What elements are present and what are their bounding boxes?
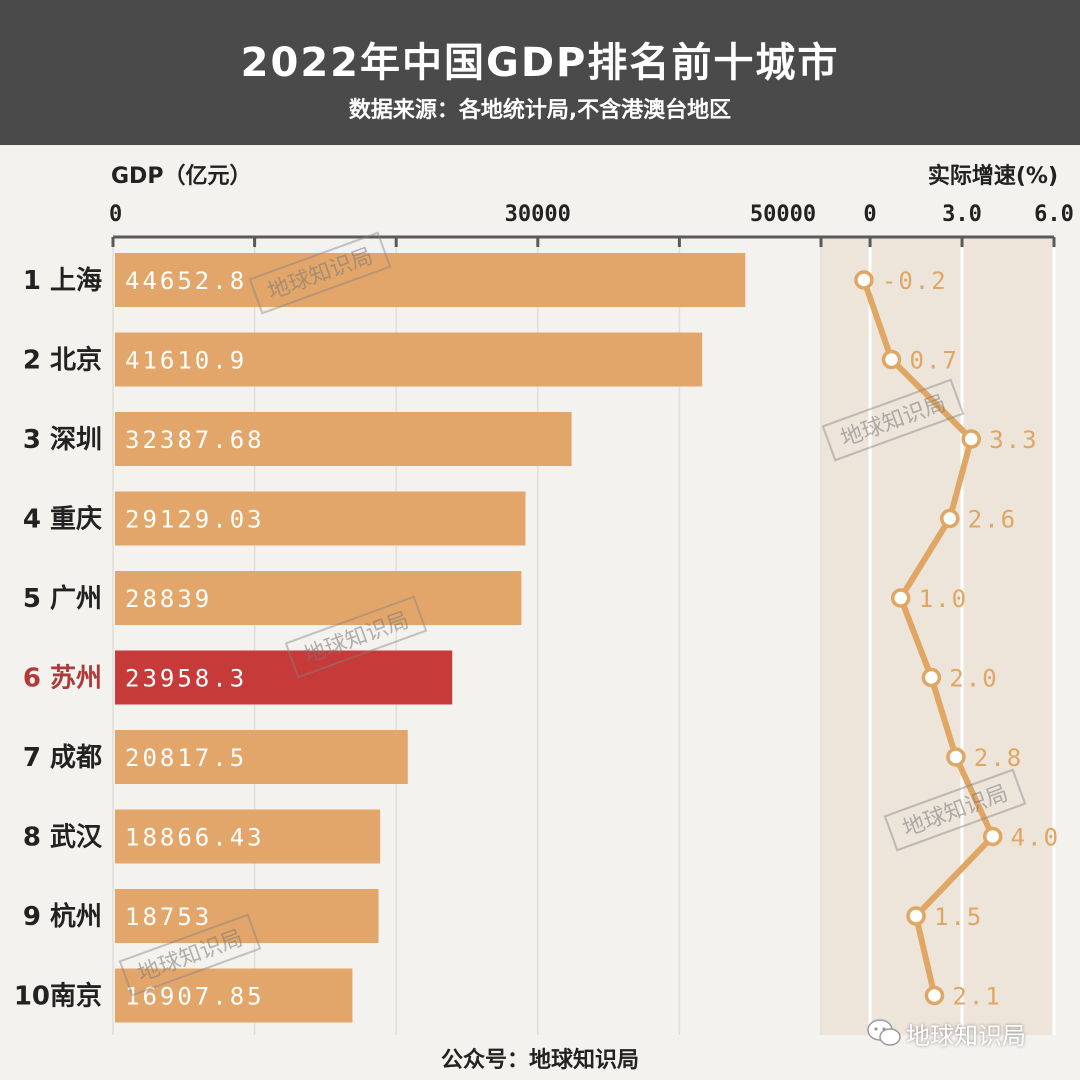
city-label: 7 成都: [23, 743, 102, 773]
growth-point: [906, 906, 926, 926]
gdp-value-label: 32387.68: [125, 426, 265, 454]
growth-panel: [821, 237, 1054, 1035]
growth-point: [854, 270, 874, 290]
growth-value-label: 2.6: [968, 506, 1017, 534]
gdp-value-label: 23958.3: [125, 665, 247, 693]
growth-value-label: 2.1: [952, 983, 1001, 1011]
city-label: 4 重庆: [23, 504, 102, 535]
wechat-icon: [867, 1019, 901, 1046]
gdp-value-label: 20817.5: [125, 744, 247, 772]
gdp-bar: [115, 571, 522, 625]
gdp-bar: [115, 253, 746, 307]
city-label: 1 上海: [23, 266, 102, 296]
gdp-bar: [115, 650, 453, 705]
growth-tick-label: 3.0: [942, 202, 982, 227]
watermark-frame: [883, 768, 1027, 852]
chart-subtitle: 数据来源：各地统计局,不含港澳台地区: [348, 98, 732, 123]
growth-value-label: 1.0: [919, 585, 968, 613]
growth-value-label: 2.0: [949, 665, 998, 693]
growth-value-label: 4.0: [1011, 824, 1060, 852]
watermark-frame: [118, 913, 262, 997]
gdp-value-label: 18866.43: [125, 824, 265, 852]
growth-point: [921, 667, 942, 688]
bar-tick-label: 50000: [750, 202, 816, 227]
gdp-value-label: 28839: [125, 585, 212, 613]
gdp-bar: [115, 412, 572, 466]
city-label: 5 广州: [23, 584, 102, 614]
city-label: 10南京: [14, 981, 102, 1012]
growth-point: [982, 826, 1003, 847]
gdp-bar: [115, 332, 703, 387]
header-banner: 2022年中国GDP排名前十城市 数据来源：各地统计局,不含港澳台地区: [0, 0, 1080, 145]
growth-tick-label: 6.0: [1034, 202, 1074, 227]
watermark-frame: [821, 378, 965, 462]
growth-point: [881, 349, 902, 370]
city-label: 6 苏州: [23, 664, 102, 694]
city-label: 9 杭州: [23, 901, 102, 932]
gdp-value-label: 29129.03: [125, 506, 265, 534]
growth-point: [890, 588, 911, 608]
city-label: 3 深圳: [23, 425, 102, 455]
growth-point: [946, 747, 966, 767]
gdp-bar: [115, 491, 526, 546]
gdp-value-label: 16907.85: [125, 983, 265, 1011]
footer-source: 公众号：地球知识局: [440, 1048, 639, 1073]
growth-value-label: 2.8: [974, 744, 1023, 772]
footer-brand: 地球知识局: [860, 1016, 1070, 1051]
city-label: 8 武汉: [23, 823, 103, 853]
growth-value-label: 1.5: [934, 903, 983, 931]
chart-title: 2022年中国GDP排名前十城市: [240, 40, 840, 86]
growth-tick-label: 0: [863, 202, 876, 227]
gdp-value-label: 18753: [125, 903, 212, 931]
gdp-bar: [115, 730, 408, 784]
gdp-bar: [115, 809, 381, 864]
growth-point: [924, 985, 945, 1006]
bar-axis-label: GDP（亿元）: [111, 164, 251, 189]
growth-value-label: 0.7: [910, 347, 959, 375]
gdp-value-label: 41610.9: [125, 347, 247, 375]
growth-value-label: -0.2: [882, 267, 948, 295]
footer-brand-text: 地球知识局: [906, 1022, 1026, 1050]
growth-axis-label: 实际增速(%): [928, 163, 1058, 189]
growth-point: [940, 508, 960, 529]
growth-value-label: 3.3: [989, 426, 1038, 454]
gdp-bar: [115, 968, 353, 1023]
city-label: 2 北京: [23, 345, 102, 376]
gdp-bar: [115, 889, 379, 943]
growth-point: [961, 429, 981, 449]
gdp-chart: GDP（亿元） 实际增速(%) 0 30000 50000 0 3.0 6.0 44652.8 1…: [14, 163, 1074, 1035]
bar-tick-label: 0: [109, 202, 122, 227]
growth-line: [861, 279, 996, 997]
gdp-value-label: 44652.8: [125, 267, 247, 295]
watermark-frame: [248, 231, 392, 315]
watermark-frame: [284, 595, 428, 679]
bar-tick-label: 30000: [505, 202, 571, 227]
